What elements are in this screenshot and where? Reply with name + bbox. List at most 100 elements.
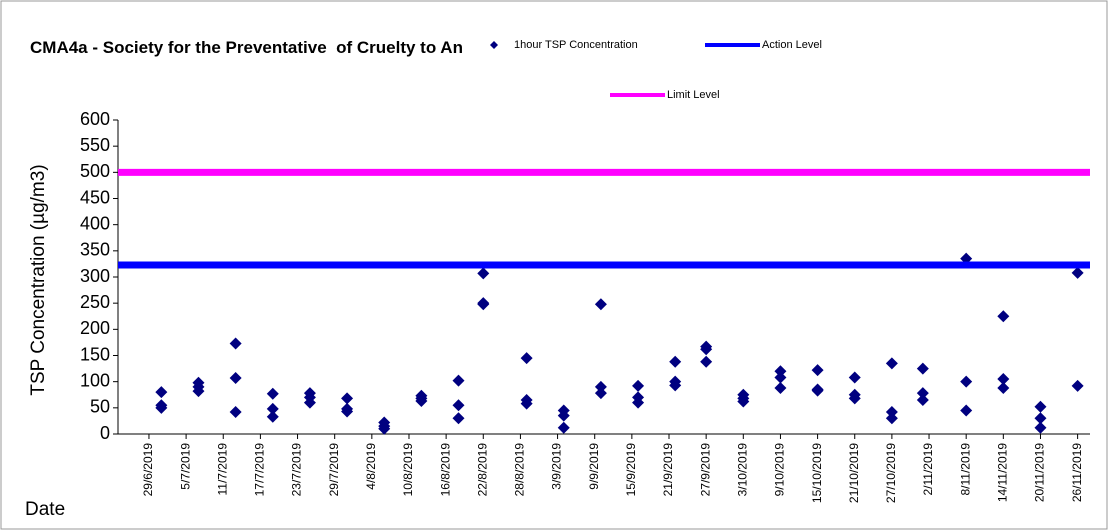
x-tick-label: 27/10/2019	[884, 443, 898, 503]
x-tick-label: 9/10/2019	[773, 443, 787, 497]
x-tick-label: 26/11/2019	[1070, 443, 1084, 502]
x-tick-label: 27/9/2019	[698, 443, 712, 497]
x-tick-label: 5/7/2019	[178, 443, 192, 490]
data-point	[520, 352, 533, 365]
data-point	[997, 381, 1010, 394]
x-tick-label: 3/9/2019	[550, 443, 564, 490]
y-tick-label: 0	[100, 423, 110, 443]
x-tick-label: 20/11/2019	[1033, 443, 1047, 502]
data-point	[477, 298, 490, 311]
x-tick-label: 10/8/2019	[401, 443, 415, 497]
x-tick-label: 17/7/2019	[253, 443, 267, 497]
x-tick-label: 14/11/2019	[995, 443, 1009, 502]
data-point	[477, 267, 490, 280]
x-tick-label: 23/7/2019	[290, 443, 304, 497]
data-point	[1071, 379, 1084, 392]
data-point	[960, 404, 973, 417]
data-point	[594, 298, 607, 311]
data-point	[415, 395, 428, 408]
data-point	[520, 397, 533, 410]
data-point	[848, 392, 861, 405]
data-point	[155, 386, 168, 399]
y-tick-label: 500	[80, 161, 110, 181]
data-point	[700, 355, 713, 368]
x-tick-label: 3/10/2019	[735, 443, 749, 497]
x-tick-label: 4/8/2019	[364, 443, 378, 490]
data-point	[1071, 266, 1084, 279]
data-point	[632, 396, 645, 409]
data-point	[341, 405, 354, 418]
data-point	[774, 365, 787, 378]
y-tick-label: 400	[80, 213, 110, 233]
x-tick-label: 21/10/2019	[847, 443, 861, 503]
data-point	[266, 410, 279, 423]
y-tick-label: 600	[80, 109, 110, 129]
data-point	[303, 396, 316, 409]
data-point	[885, 412, 898, 425]
data-point	[266, 402, 279, 415]
x-tick-label: 2/11/2019	[921, 443, 935, 496]
x-tick-label: 28/8/2019	[513, 443, 527, 497]
legend-marker	[490, 41, 498, 49]
data-point	[594, 380, 607, 393]
x-tick-label: 11/7/2019	[215, 443, 229, 496]
x-axis-label: Date	[25, 499, 65, 520]
data-point	[669, 379, 682, 392]
data-point	[229, 406, 242, 419]
data-point	[452, 399, 465, 412]
data-point	[997, 373, 1010, 386]
data-point	[452, 412, 465, 425]
data-point	[700, 343, 713, 356]
data-point	[192, 385, 205, 398]
data-point	[1034, 421, 1047, 434]
data-point	[155, 401, 168, 414]
data-point	[916, 393, 929, 406]
data-point	[229, 337, 242, 350]
x-tick-label: 9/9/2019	[587, 443, 601, 490]
x-tick-label: 15/9/2019	[624, 443, 638, 497]
data-point	[669, 355, 682, 368]
data-point	[885, 357, 898, 370]
data-point	[266, 387, 279, 400]
x-tick-label: 21/9/2019	[661, 443, 675, 497]
data-point	[848, 371, 861, 384]
y-tick-label: 350	[80, 240, 110, 260]
legend-label: Action Level	[762, 39, 822, 51]
data-point	[632, 379, 645, 392]
x-tick-label: 15/10/2019	[810, 443, 824, 503]
y-tick-label: 200	[80, 318, 110, 338]
y-tick-label: 150	[80, 344, 110, 364]
data-point	[341, 392, 354, 405]
data-point	[557, 409, 570, 422]
legend-label: 1hour TSP Concentration	[514, 39, 638, 51]
data-point	[737, 395, 750, 408]
data-point	[452, 374, 465, 387]
data-point	[594, 387, 607, 400]
y-tick-label: 250	[80, 292, 110, 312]
chart-title: CMA4a - Society for the Preventative of …	[30, 38, 463, 57]
data-point	[997, 310, 1010, 323]
data-point	[378, 422, 391, 435]
y-tick-label: 550	[80, 135, 110, 155]
x-tick-label: 29/7/2019	[327, 443, 341, 497]
data-point	[774, 371, 787, 384]
data-point	[774, 381, 787, 394]
legend-label: Limit Level	[667, 89, 720, 101]
data-point	[811, 384, 824, 397]
data-point	[811, 364, 824, 377]
y-axis-label: TSP Concentration (µg/m3)	[28, 164, 49, 395]
x-tick-label: 16/8/2019	[438, 443, 452, 497]
data-point	[916, 362, 929, 375]
y-tick-label: 100	[80, 370, 110, 390]
y-tick-label: 300	[80, 266, 110, 286]
x-tick-label: 22/8/2019	[475, 443, 489, 497]
data-point	[885, 406, 898, 419]
data-point	[557, 421, 570, 434]
y-tick-label: 450	[80, 187, 110, 207]
data-point	[229, 372, 242, 385]
data-point	[960, 375, 973, 388]
x-tick-label: 29/6/2019	[141, 443, 155, 497]
data-point	[1034, 412, 1047, 425]
data-point	[1034, 400, 1047, 413]
